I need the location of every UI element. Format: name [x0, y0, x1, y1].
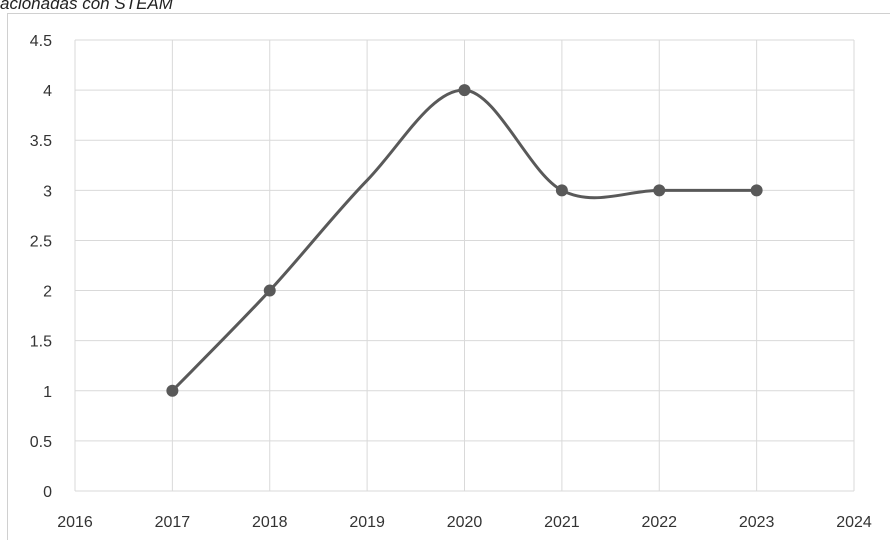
x-tick-label: 2022 [641, 514, 677, 531]
x-tick-label: 2017 [155, 514, 191, 531]
y-tick-label: 1 [43, 384, 52, 401]
y-tick-label: 3.5 [30, 133, 52, 150]
x-tick-label: 2016 [57, 514, 93, 531]
x-tick-label: 2023 [739, 514, 775, 531]
y-tick-label: 4 [43, 83, 52, 100]
chart-frame [7, 13, 890, 540]
figure-caption: acionadas con STEAM [0, 0, 173, 13]
y-tick-label: 4.5 [30, 33, 52, 50]
series-group [166, 84, 763, 397]
y-tick-label: 1.5 [30, 334, 52, 351]
data-point [263, 284, 276, 297]
x-tick-label: 2019 [349, 514, 385, 531]
x-axis-ticks: 2016 2017 2018 2019 2020 2021 2022 2023 2024 [57, 514, 872, 531]
x-tick-label: 2020 [447, 514, 483, 531]
data-point [458, 84, 471, 97]
x-tick-label: 2018 [252, 514, 288, 531]
y-tick-label: 0.5 [30, 434, 52, 451]
data-point [653, 184, 666, 197]
y-tick-label: 2 [43, 284, 52, 301]
y-tick-label: 3 [43, 183, 52, 200]
gridlines [74, 39, 855, 492]
y-axis-ticks: 0 0.5 1 1.5 2 2.5 3 3.5 4 4.5 [30, 33, 52, 501]
data-point [166, 384, 179, 397]
x-tick-label: 2024 [836, 514, 872, 531]
y-tick-label: 0 [43, 484, 52, 501]
y-tick-label: 2.5 [30, 233, 52, 250]
x-tick-label: 2021 [544, 514, 580, 531]
data-point [555, 184, 568, 197]
data-point [750, 184, 763, 197]
